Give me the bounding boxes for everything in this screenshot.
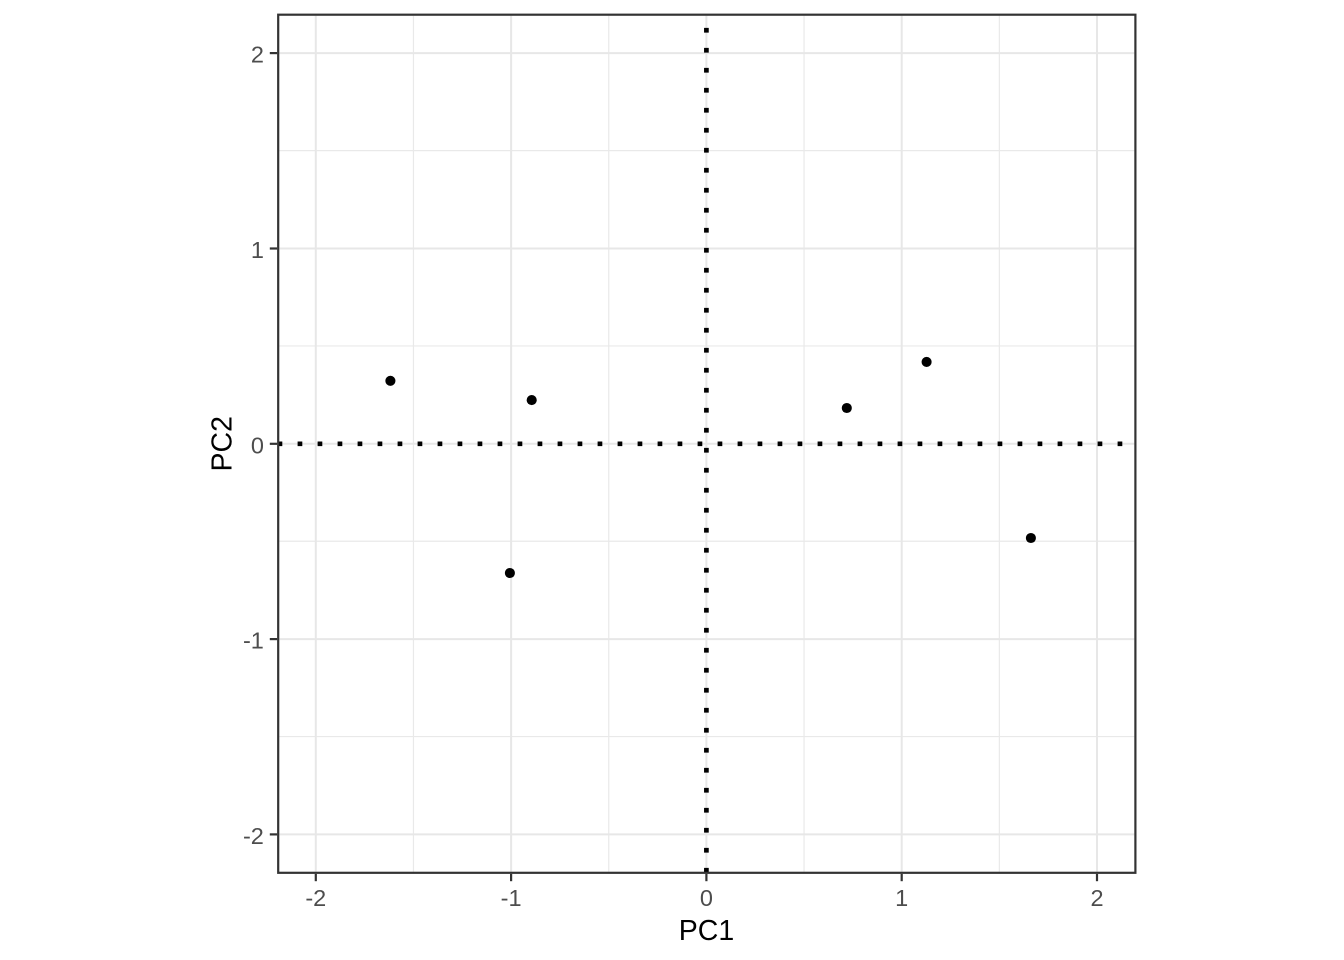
svg-text:-2: -2	[305, 885, 326, 911]
svg-text:1: 1	[895, 885, 908, 911]
svg-text:PC1: PC1	[679, 915, 734, 947]
svg-text:2: 2	[1090, 885, 1103, 911]
svg-text:2: 2	[251, 42, 264, 68]
svg-text:1: 1	[251, 237, 264, 263]
svg-text:-1: -1	[243, 628, 264, 654]
svg-text:PC2: PC2	[206, 416, 238, 471]
svg-text:0: 0	[700, 885, 713, 911]
svg-text:-1: -1	[501, 885, 522, 911]
svg-text:-2: -2	[243, 823, 264, 849]
svg-text:0: 0	[251, 432, 264, 458]
